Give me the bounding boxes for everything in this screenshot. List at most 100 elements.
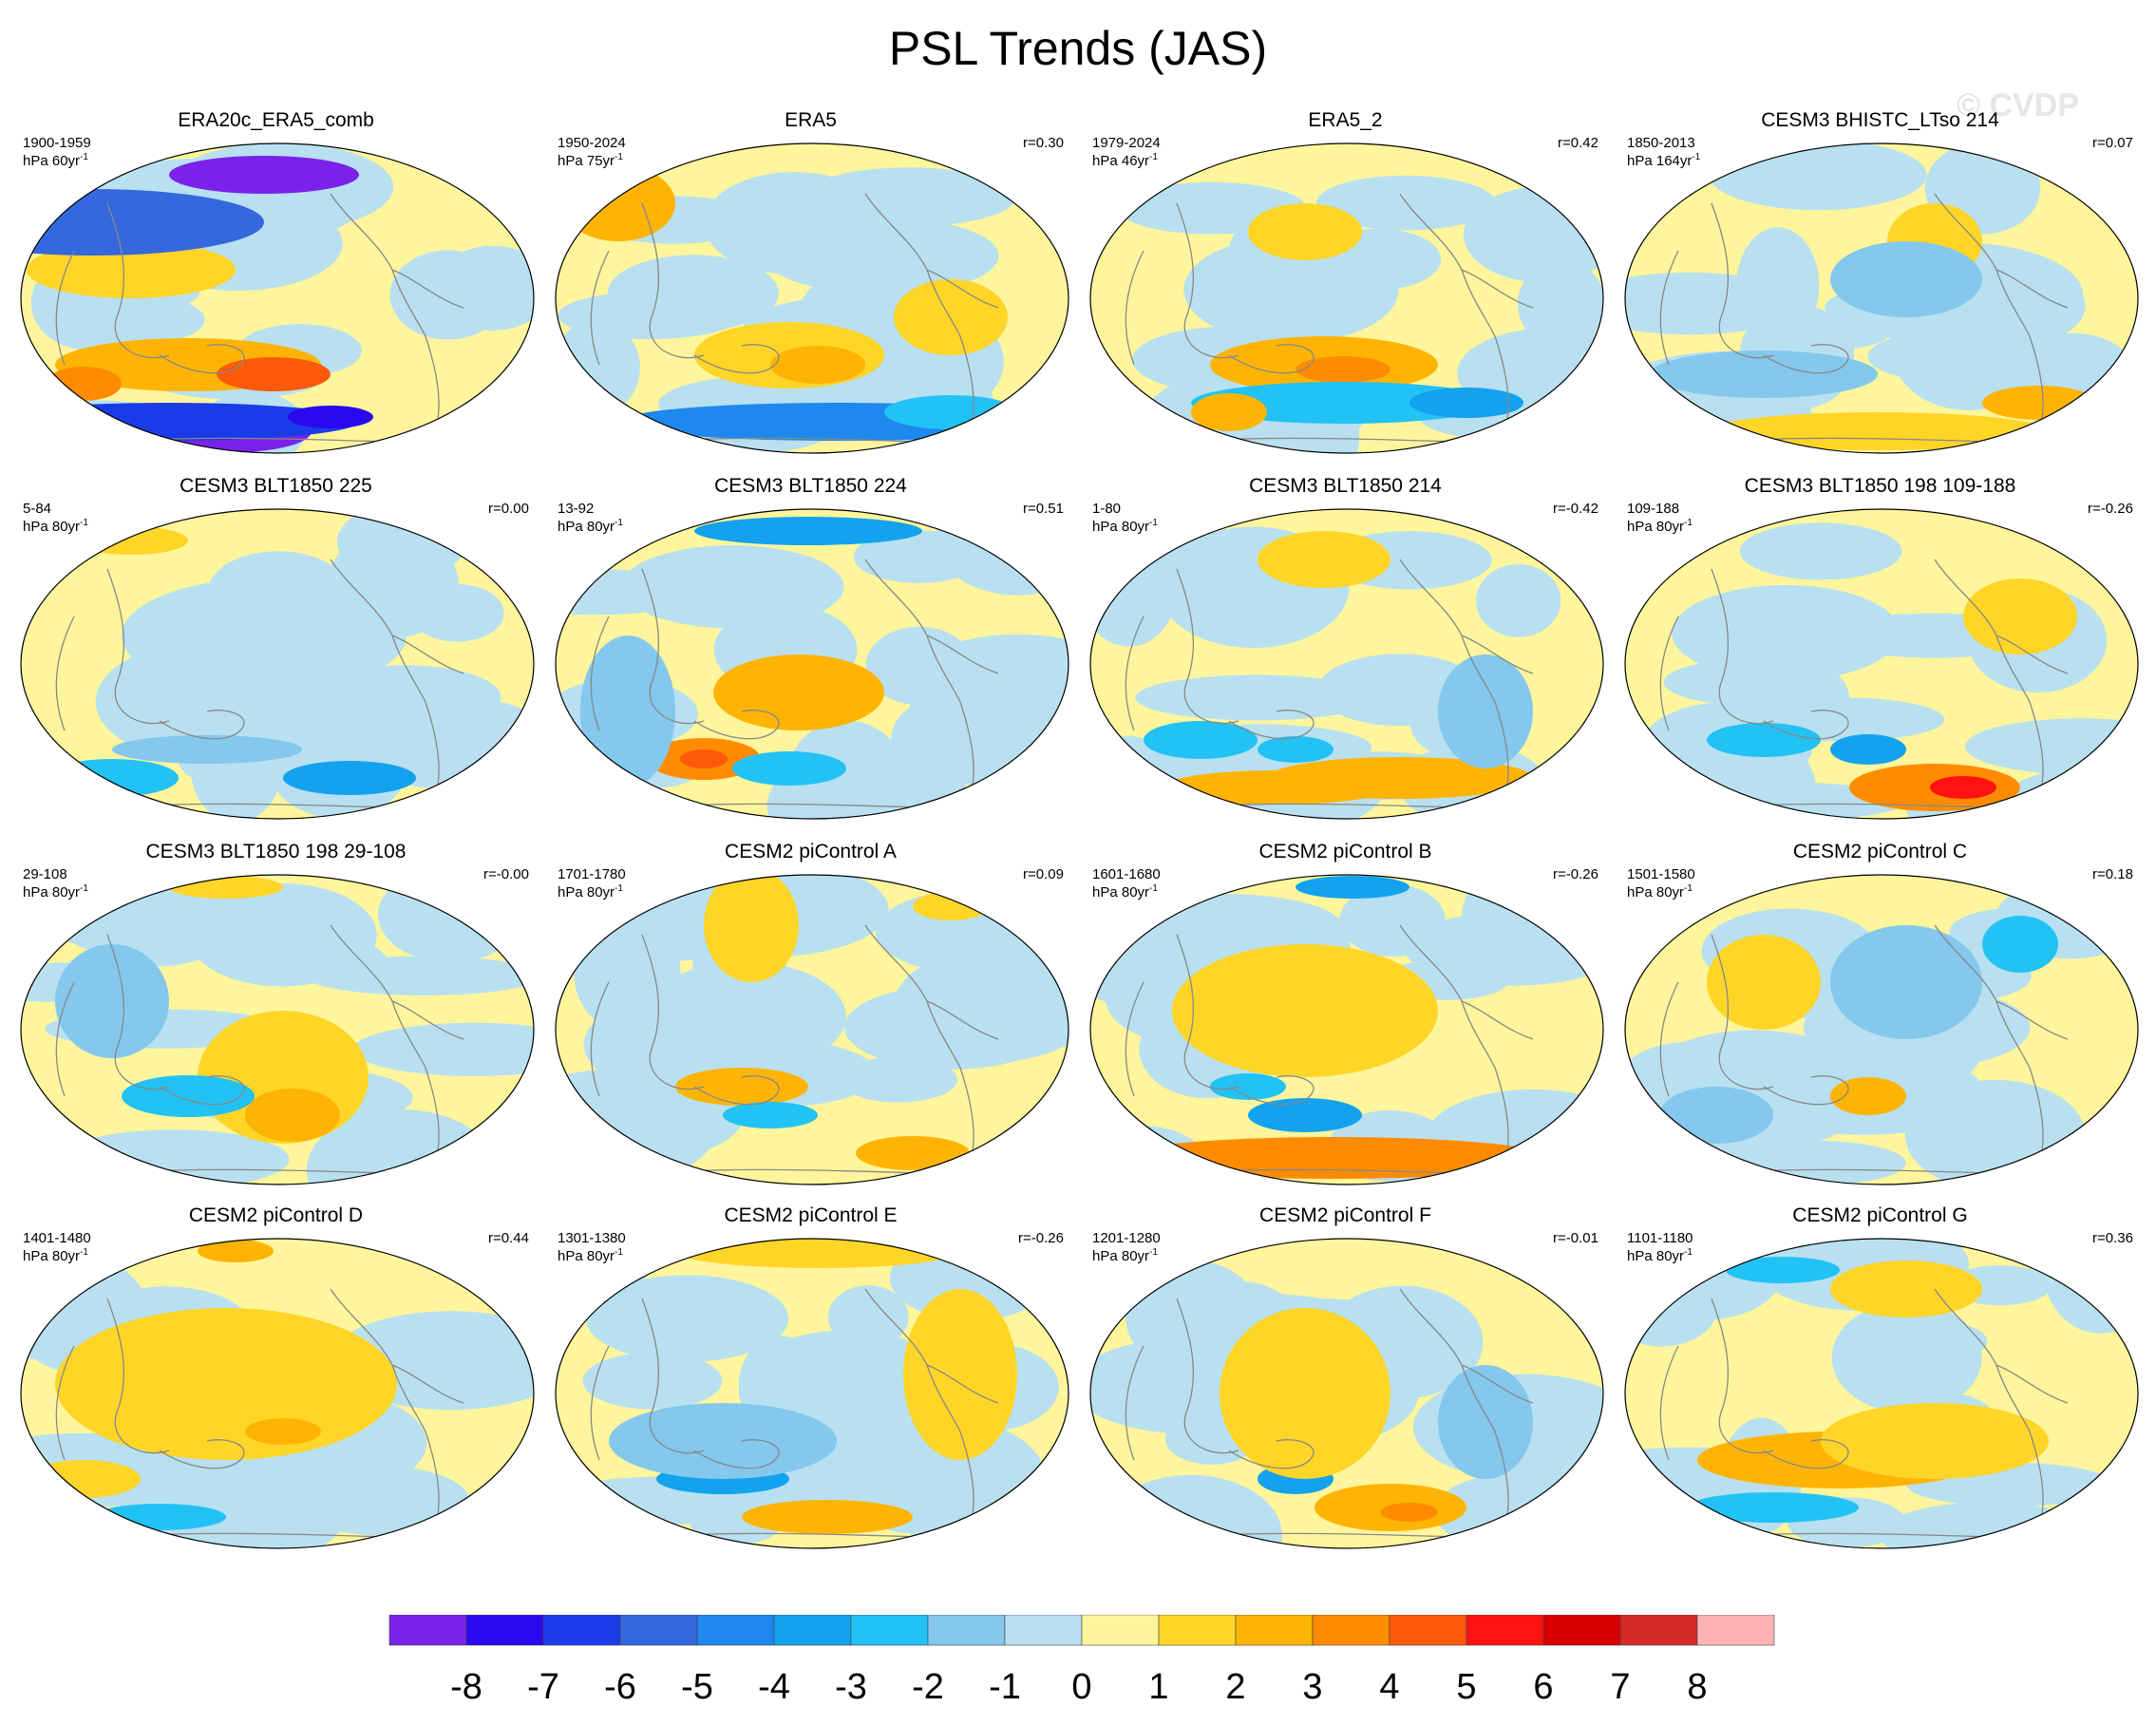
trend-map xyxy=(555,1238,1069,1549)
field-region xyxy=(1890,1321,1988,1361)
coastline xyxy=(1711,568,1774,725)
field-anomaly xyxy=(1688,1492,1859,1523)
coastline xyxy=(55,250,75,366)
map-panel: CESM3 BLT1850 198 109-188 109-188 hPa 80yr… xyxy=(1612,475,2148,841)
panel-title: CESM2 piControl B xyxy=(1258,841,1432,862)
colorbar-swatch xyxy=(1158,1615,1237,1646)
field-anomaly xyxy=(1982,916,2058,973)
coastline xyxy=(55,1345,75,1461)
colorbar-label: -4 xyxy=(758,1667,790,1707)
field-anomaly xyxy=(1726,1257,1840,1283)
field-anomaly xyxy=(112,735,302,764)
trend-map xyxy=(1624,142,2139,454)
coastline xyxy=(1711,934,1774,1090)
coastline xyxy=(1228,710,1314,740)
map-panel: ERA5 1950-2024 hPa 75yr-1 r=0.30 xyxy=(542,109,1079,475)
panel-units: hPa 80yr-1 xyxy=(1092,883,1158,900)
field-anomaly xyxy=(1830,1261,1982,1317)
field-anomaly xyxy=(198,1240,274,1262)
colorbar-swatch xyxy=(1004,1615,1083,1646)
colorbar-label: -1 xyxy=(989,1667,1021,1707)
coastline xyxy=(391,1364,464,1404)
panel-units: hPa 80yr-1 xyxy=(558,883,623,900)
trend-map xyxy=(20,874,535,1185)
colorbar-swatch xyxy=(542,1615,621,1646)
field-anomaly xyxy=(1982,386,2096,420)
panel-title: CESM2 piControl C xyxy=(1792,841,1968,862)
field-anomaly xyxy=(1830,734,1906,765)
map-outline xyxy=(1089,508,1604,820)
field-region xyxy=(1663,658,1842,706)
map-outline xyxy=(20,142,535,454)
coastline xyxy=(106,934,170,1090)
panel-units: hPa 60yr-1 xyxy=(23,152,88,169)
panel-units: hPa 80yr-1 xyxy=(1092,518,1158,535)
coastline xyxy=(1659,250,1679,366)
colorbar-swatch xyxy=(850,1615,929,1646)
coastline xyxy=(1176,568,1239,725)
map-panel: CESM2 piControl B 1601-1680 hPa 80yr-1 r=-0… xyxy=(1077,841,1614,1206)
coastline xyxy=(106,202,170,359)
coastline xyxy=(159,1439,245,1469)
field-region xyxy=(746,1330,947,1429)
field-anomaly xyxy=(1295,356,1390,383)
coastline xyxy=(693,710,780,740)
panel-title: ERA5 xyxy=(785,109,837,131)
coastline xyxy=(330,1288,440,1527)
panel-correlation: r=0.18 xyxy=(2092,866,2133,882)
panel-period: 1950-2024 xyxy=(558,135,626,151)
field-region xyxy=(1517,260,1603,348)
panel-period: 13-92 xyxy=(558,501,595,517)
field-anomaly xyxy=(55,1308,397,1460)
coastline xyxy=(1399,559,1509,798)
map-panel: CESM2 piControl D 1401-1480 hPa 80yr-1 r=0.… xyxy=(8,1204,544,1570)
colorbar-label: -2 xyxy=(912,1667,944,1707)
panel-units: hPa 46yr-1 xyxy=(1092,152,1158,169)
field-anomaly xyxy=(1830,925,1982,1039)
field-region xyxy=(788,720,904,819)
panel-units: hPa 80yr-1 xyxy=(1627,1247,1693,1264)
map-outline xyxy=(1624,874,2139,1185)
colorbar-label: -8 xyxy=(450,1667,482,1707)
coastline xyxy=(1934,1288,2044,1527)
field-region xyxy=(556,569,702,616)
coastline xyxy=(641,568,705,725)
coastline xyxy=(1461,1000,1534,1040)
coastline xyxy=(55,981,75,1097)
panel-correlation: r=0.09 xyxy=(1023,866,1064,882)
field-region xyxy=(643,961,846,1071)
field-region xyxy=(585,1275,789,1362)
panel-title: CESM2 piControl F xyxy=(1259,1204,1431,1226)
colorbar-swatch xyxy=(1542,1615,1621,1646)
field-anomaly xyxy=(1210,1073,1286,1100)
panel-correlation: r=0.00 xyxy=(488,501,529,517)
field-anomaly xyxy=(913,892,989,920)
field-anomaly xyxy=(1438,654,1533,768)
field-anomaly xyxy=(580,635,675,787)
panel-correlation: r=-0.00 xyxy=(483,866,529,882)
colorbar-label: 1 xyxy=(1148,1667,1168,1707)
map-outline xyxy=(555,508,1069,820)
colorbar-label: -7 xyxy=(527,1667,559,1707)
panel-units: hPa 80yr-1 xyxy=(23,1247,88,1264)
map-panel: CESM2 piControl A 1701-1780 hPa 80yr-1 r=0.… xyxy=(542,841,1079,1206)
coastline xyxy=(159,344,245,374)
coastline xyxy=(1763,710,1849,740)
coastline xyxy=(1461,269,1534,309)
panel-units: hPa 80yr-1 xyxy=(558,1247,623,1264)
colorbar-swatch xyxy=(696,1615,775,1646)
coastline xyxy=(159,710,245,740)
coastline xyxy=(926,1364,999,1404)
field-region xyxy=(1709,143,1927,211)
panel-correlation: r=0.30 xyxy=(1023,135,1064,151)
field-anomaly xyxy=(46,759,179,797)
field-anomaly xyxy=(713,654,884,730)
field-region xyxy=(1135,674,1378,721)
field-region xyxy=(1672,584,1901,681)
panel-correlation: r=0.42 xyxy=(1558,135,1598,151)
colorbar-swatch xyxy=(773,1615,852,1646)
map-outline xyxy=(20,874,535,1185)
panel-period: 1850-2013 xyxy=(1627,135,1695,151)
colorbar-swatch xyxy=(1619,1615,1698,1646)
trend-map xyxy=(1089,142,1604,454)
